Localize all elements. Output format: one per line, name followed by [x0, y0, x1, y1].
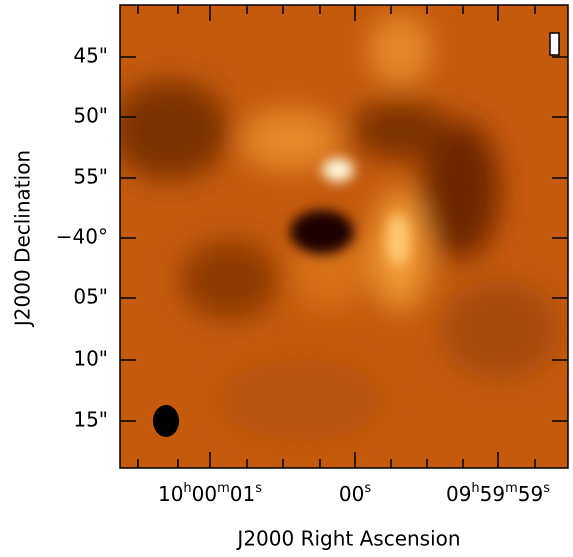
y-tick-label: 05": [73, 285, 108, 309]
y-tick-label: 10": [73, 347, 108, 371]
y-tick-label: 50": [73, 104, 108, 128]
y-tick-label: −40°: [56, 225, 108, 249]
tick-marks: [120, 5, 568, 468]
x-tick-label: 00s: [339, 481, 371, 506]
radio-map: [120, 5, 568, 468]
x-tick-label: 09h59m59s: [446, 481, 550, 506]
y-tick-label: 15": [73, 408, 108, 432]
stokes-box: [549, 32, 560, 56]
frame: [119, 4, 569, 469]
beam: [153, 405, 179, 437]
y-tick-label: 45": [73, 44, 108, 68]
x-axis-label: J2000 Right Ascension: [235, 527, 460, 551]
y-tick-label: 55": [73, 165, 108, 189]
y-axis-label: J2000 Declination: [11, 150, 35, 328]
x-tick-label: 10h00m01s: [158, 481, 262, 506]
